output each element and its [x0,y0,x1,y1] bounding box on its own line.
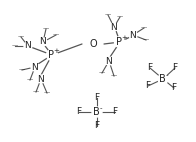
Circle shape [46,50,57,60]
Text: —: — [43,27,49,32]
Text: N: N [40,37,46,46]
Text: —: — [19,67,25,73]
Text: F: F [94,122,100,130]
Text: +: + [121,35,127,41]
Text: —: — [44,90,50,96]
Text: N: N [130,31,136,39]
Text: +: + [53,48,59,54]
Circle shape [114,36,125,48]
Text: F: F [76,107,82,116]
Text: N: N [106,57,112,65]
Circle shape [24,42,32,50]
Circle shape [37,75,45,83]
Text: —: — [27,78,33,83]
Text: —: — [141,26,147,31]
Text: B: B [93,107,99,117]
Circle shape [158,74,168,84]
Text: -: - [100,105,102,111]
Text: F: F [172,63,178,73]
Circle shape [105,57,113,65]
Text: F: F [94,93,100,103]
Text: F: F [147,63,152,73]
Text: —: — [99,70,105,76]
Text: N: N [25,41,31,51]
Text: —: — [53,33,59,37]
Text: F: F [113,107,118,116]
Text: B: B [159,74,165,84]
Circle shape [129,31,137,39]
Text: —: — [117,14,123,19]
Text: N: N [38,75,44,83]
Text: —: — [18,35,24,39]
Text: —: — [33,89,39,94]
Text: N: N [32,62,38,72]
Text: —: — [143,37,149,42]
Text: —: — [105,12,111,17]
Circle shape [87,38,99,50]
Circle shape [92,107,102,117]
Text: P: P [116,37,122,47]
Circle shape [39,38,47,46]
Text: N: N [111,22,117,32]
Text: F: F [172,83,177,92]
Circle shape [31,63,39,71]
Text: P: P [48,50,54,60]
Text: F: F [145,82,151,90]
Text: -: - [166,72,168,78]
Text: —: — [12,43,18,49]
Text: O: O [89,39,97,49]
Text: —: — [111,74,117,79]
Circle shape [110,23,118,31]
